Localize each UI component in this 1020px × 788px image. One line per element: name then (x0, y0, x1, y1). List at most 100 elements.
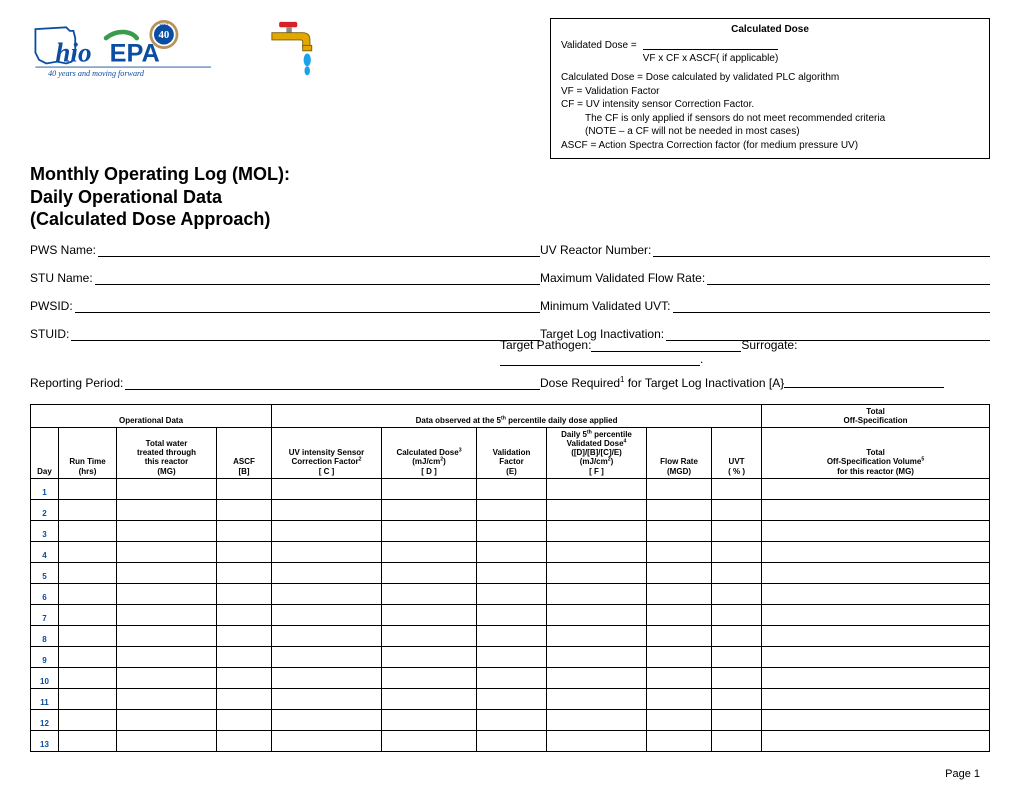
data-cell[interactable] (647, 646, 712, 667)
data-cell[interactable] (647, 499, 712, 520)
data-cell[interactable] (547, 583, 647, 604)
data-cell[interactable] (547, 604, 647, 625)
data-cell[interactable] (59, 478, 117, 499)
data-cell[interactable] (59, 583, 117, 604)
data-cell[interactable] (217, 499, 272, 520)
data-cell[interactable] (477, 730, 547, 751)
input-pws-name[interactable] (98, 243, 540, 257)
data-cell[interactable] (59, 730, 117, 751)
data-cell[interactable] (272, 730, 382, 751)
data-cell[interactable] (59, 709, 117, 730)
data-cell[interactable] (477, 688, 547, 709)
input-uv-reactor[interactable] (653, 243, 990, 257)
data-cell[interactable] (217, 667, 272, 688)
data-cell[interactable] (477, 646, 547, 667)
data-cell[interactable] (647, 562, 712, 583)
data-cell[interactable] (382, 520, 477, 541)
data-cell[interactable] (477, 541, 547, 562)
data-cell[interactable] (762, 499, 990, 520)
input-dose-required[interactable] (784, 376, 944, 388)
data-cell[interactable] (217, 520, 272, 541)
data-cell[interactable] (272, 541, 382, 562)
input-min-uvt[interactable] (673, 299, 991, 313)
data-cell[interactable] (477, 583, 547, 604)
data-cell[interactable] (117, 688, 217, 709)
data-cell[interactable] (547, 562, 647, 583)
data-cell[interactable] (382, 730, 477, 751)
data-cell[interactable] (712, 667, 762, 688)
data-cell[interactable] (272, 646, 382, 667)
data-cell[interactable] (762, 541, 990, 562)
data-cell[interactable] (117, 604, 217, 625)
data-cell[interactable] (59, 604, 117, 625)
data-cell[interactable] (117, 625, 217, 646)
data-cell[interactable] (217, 583, 272, 604)
data-cell[interactable] (59, 562, 117, 583)
data-cell[interactable] (217, 562, 272, 583)
data-cell[interactable] (59, 688, 117, 709)
input-target-pathogen[interactable] (591, 340, 741, 352)
data-cell[interactable] (647, 667, 712, 688)
data-cell[interactable] (382, 562, 477, 583)
data-cell[interactable] (712, 499, 762, 520)
data-cell[interactable] (272, 667, 382, 688)
data-cell[interactable] (762, 709, 990, 730)
data-cell[interactable] (762, 625, 990, 646)
data-cell[interactable] (217, 541, 272, 562)
data-cell[interactable] (547, 646, 647, 667)
data-cell[interactable] (59, 646, 117, 667)
data-cell[interactable] (477, 562, 547, 583)
data-cell[interactable] (272, 499, 382, 520)
data-cell[interactable] (117, 709, 217, 730)
data-cell[interactable] (712, 562, 762, 583)
data-cell[interactable] (117, 667, 217, 688)
data-cell[interactable] (382, 646, 477, 667)
data-cell[interactable] (382, 625, 477, 646)
data-cell[interactable] (59, 625, 117, 646)
data-cell[interactable] (762, 646, 990, 667)
data-cell[interactable] (117, 499, 217, 520)
data-cell[interactable] (272, 478, 382, 499)
data-cell[interactable] (762, 478, 990, 499)
data-cell[interactable] (217, 646, 272, 667)
data-cell[interactable] (712, 604, 762, 625)
data-cell[interactable] (382, 709, 477, 730)
data-cell[interactable] (647, 709, 712, 730)
data-cell[interactable] (272, 562, 382, 583)
data-cell[interactable] (547, 709, 647, 730)
data-cell[interactable] (117, 478, 217, 499)
data-cell[interactable] (547, 730, 647, 751)
data-cell[interactable] (272, 688, 382, 709)
data-cell[interactable] (382, 541, 477, 562)
input-stuid[interactable] (71, 327, 540, 341)
data-cell[interactable] (272, 520, 382, 541)
data-cell[interactable] (59, 499, 117, 520)
data-cell[interactable] (382, 478, 477, 499)
data-cell[interactable] (382, 583, 477, 604)
data-cell[interactable] (647, 520, 712, 541)
data-cell[interactable] (217, 625, 272, 646)
data-cell[interactable] (477, 478, 547, 499)
data-cell[interactable] (117, 646, 217, 667)
data-cell[interactable] (477, 625, 547, 646)
data-cell[interactable] (647, 478, 712, 499)
data-cell[interactable] (712, 688, 762, 709)
data-cell[interactable] (647, 625, 712, 646)
data-cell[interactable] (117, 583, 217, 604)
data-cell[interactable] (762, 604, 990, 625)
data-cell[interactable] (547, 478, 647, 499)
data-cell[interactable] (712, 625, 762, 646)
data-cell[interactable] (217, 730, 272, 751)
data-cell[interactable] (647, 688, 712, 709)
data-cell[interactable] (547, 625, 647, 646)
data-cell[interactable] (647, 730, 712, 751)
data-cell[interactable] (712, 520, 762, 541)
data-cell[interactable] (117, 520, 217, 541)
data-cell[interactable] (712, 583, 762, 604)
data-cell[interactable] (547, 520, 647, 541)
input-pwsid[interactable] (75, 299, 540, 313)
data-cell[interactable] (217, 688, 272, 709)
data-cell[interactable] (647, 541, 712, 562)
data-cell[interactable] (272, 709, 382, 730)
data-cell[interactable] (547, 499, 647, 520)
